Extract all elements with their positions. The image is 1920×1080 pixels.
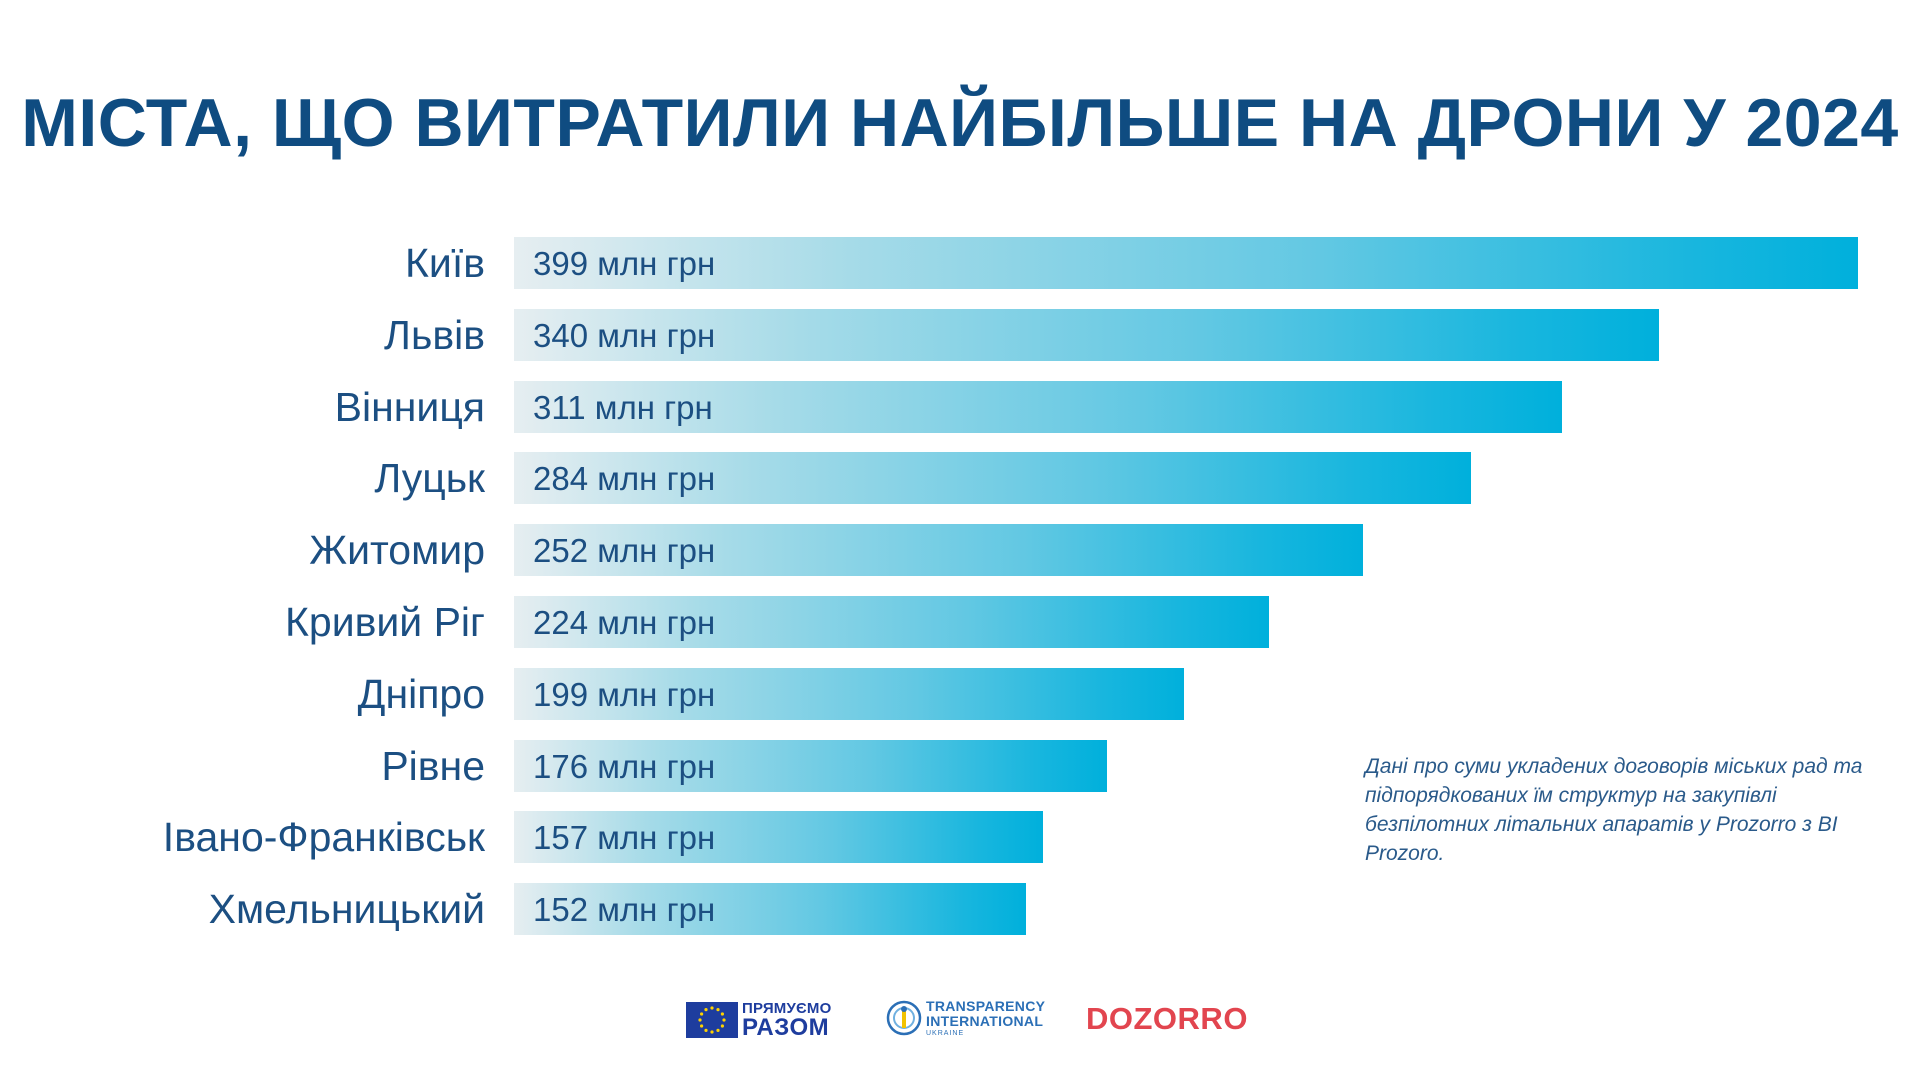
- bar: [514, 524, 1363, 577]
- data-label: 311 млн грн: [533, 388, 713, 426]
- category-label: Дніпро: [357, 670, 485, 717]
- bar: [514, 237, 1858, 289]
- page-title: МІСТА, ЩО ВИТРАТИЛИ НАЙБІЛЬШЕ НА ДРОНИ У…: [21, 85, 1899, 161]
- category-label: Рівне: [381, 742, 485, 789]
- bar-row: Київ 399 млн грн: [0, 237, 1920, 289]
- bar-row: Житомир 252 млн грн: [0, 524, 1920, 577]
- category-label: Львів: [384, 311, 485, 358]
- data-label: 340 млн грн: [533, 316, 716, 354]
- bar: [514, 739, 1107, 792]
- data-label: 176 млн грн: [533, 747, 716, 785]
- bar-row: Львів 340 млн грн: [0, 308, 1920, 361]
- bar-row: Рівне 176 млн грн: [0, 739, 1920, 792]
- logo-ti-line1: TRANSPARENCY: [926, 998, 1046, 1014]
- category-label: Вінниця: [334, 383, 485, 430]
- data-source-note: Дані про суми укладених договорів міськи…: [1365, 755, 1863, 865]
- bar-row: Івано-Франківськ 157 млн грн: [0, 811, 1920, 864]
- bar-row: Хмельницький 152 млн грн: [0, 883, 1920, 936]
- bar: [514, 667, 1185, 720]
- bar: [514, 811, 1043, 864]
- logo-dozorro: DOZORRO: [1086, 1001, 1248, 1036]
- bar-row: Дніпро 199 млн грн: [0, 667, 1920, 720]
- category-label: Луцьк: [374, 455, 485, 502]
- data-label: 399 млн грн: [533, 245, 716, 282]
- data-label: 152 млн грн: [533, 891, 716, 929]
- eu-flag-icon: [686, 1002, 738, 1038]
- logo-transparency-international: TRANSPARENCY INTERNATIONAL UKRAINE: [886, 998, 1045, 1038]
- logo-ti-line2: INTERNATIONAL: [926, 1013, 1044, 1029]
- bar-row: Вінниця 311 млн грн: [0, 380, 1920, 433]
- category-label: Івано-Франківськ: [162, 814, 485, 861]
- category-label: Хмельницький: [208, 886, 485, 933]
- logo-ti-line3: UKRAINE: [926, 1030, 965, 1037]
- ti-logo-icon: [886, 1000, 922, 1036]
- bar: [514, 596, 1269, 648]
- data-label: 284 млн грн: [533, 460, 716, 498]
- bar-chart: Київ 399 млн грн Львів 340 млн грн Вінниця 31…: [0, 237, 1920, 936]
- bar: [514, 380, 1562, 433]
- bar: [514, 308, 1660, 361]
- bar: [514, 452, 1471, 505]
- category-label: Кривий Ріг: [285, 599, 485, 645]
- logo-eu-line1: ПРЯМУЄМО: [742, 999, 832, 1017]
- logo-eu-line2: РАЗОМ: [742, 1013, 830, 1041]
- bar-row: Луцьк 284 млн грн: [0, 452, 1920, 505]
- bar: [514, 883, 1026, 936]
- data-label: 252 млн грн: [533, 532, 716, 570]
- category-label: Київ: [405, 240, 485, 286]
- data-label: 224 млн грн: [533, 604, 716, 641]
- category-label: Житомир: [309, 527, 485, 574]
- footer-logos: ПРЯМУЄМО РАЗОМ TRANSPARENCY INTERNATIONA…: [0, 994, 1920, 1044]
- bar-row: Кривий Ріг 224 млн грн: [0, 596, 1920, 648]
- logo-pryamuemo-razom: ПРЯМУЄМО РАЗОМ: [686, 1000, 831, 1040]
- data-label: 199 млн грн: [533, 675, 716, 713]
- data-label: 157 млн грн: [533, 819, 716, 857]
